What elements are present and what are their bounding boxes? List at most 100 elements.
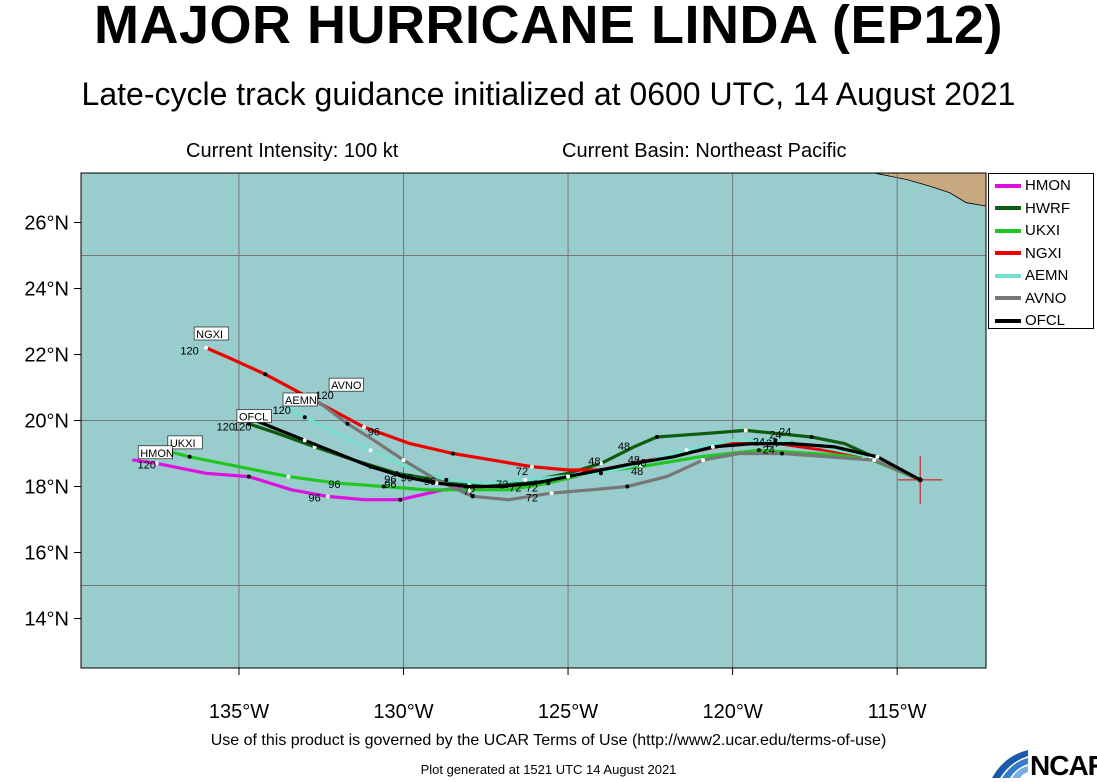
track-point bbox=[345, 421, 350, 426]
legend-label: HWRF bbox=[1025, 199, 1070, 217]
y-tick-label: 14°N bbox=[24, 609, 69, 631]
track-point bbox=[523, 477, 528, 482]
legend: HMON HWRF UKXI NGXI AEMN AVNO OFCL bbox=[988, 173, 1094, 329]
track-avno bbox=[303, 392, 922, 502]
legend-item-ukxi: UKXI bbox=[989, 220, 1093, 242]
forecast-hour-label: 72 bbox=[509, 482, 521, 494]
forecast-hour-label: 24 bbox=[769, 430, 781, 442]
track-point bbox=[779, 451, 784, 456]
legend-swatch bbox=[995, 318, 1021, 323]
forecast-hour-label: 120 bbox=[138, 459, 156, 471]
model-label-box bbox=[282, 392, 318, 407]
track-point bbox=[401, 458, 406, 463]
model-label-box bbox=[167, 435, 203, 450]
model-label: UKXI bbox=[170, 438, 196, 450]
forecast-hour-label: 48 bbox=[628, 454, 640, 466]
track-point bbox=[598, 471, 603, 476]
y-tick-label: 24°N bbox=[24, 279, 69, 301]
track-point bbox=[470, 494, 475, 499]
forecast-hour-label: 96 bbox=[368, 426, 380, 438]
track-point bbox=[467, 487, 472, 492]
track-point bbox=[302, 438, 307, 443]
forecast-hour-label: 72 bbox=[526, 482, 538, 494]
legend-swatch bbox=[995, 273, 1021, 278]
model-label-box bbox=[137, 445, 173, 460]
forecast-hour-label: 96 bbox=[401, 473, 413, 485]
ncar-logo-icon bbox=[992, 750, 1028, 778]
track-point bbox=[154, 461, 159, 466]
current-intensity: Current Intensity: 100 kt bbox=[186, 140, 399, 162]
model-label: AEMN bbox=[285, 395, 317, 407]
model-label-box bbox=[193, 326, 229, 341]
forecast-hour-label: 120 bbox=[315, 390, 333, 402]
legend-label: AEMN bbox=[1025, 267, 1069, 285]
track-point bbox=[263, 372, 268, 377]
forecast-hour-label: 96 bbox=[328, 479, 340, 491]
plot-generated: Plot generated at 1521 UTC 14 August 202… bbox=[420, 762, 677, 777]
legend-label: AVNO bbox=[1025, 289, 1067, 307]
x-tick-label: 130°W bbox=[373, 701, 433, 723]
track-point bbox=[529, 464, 534, 469]
forecast-hour-label: 48 bbox=[588, 456, 600, 468]
legend-item-hmon: HMON bbox=[989, 175, 1093, 197]
forecast-hour-label: 24 bbox=[753, 436, 765, 448]
track-point bbox=[187, 454, 192, 459]
forecast-hour-label: 48 bbox=[618, 441, 630, 453]
forecast-hour-label: 120 bbox=[180, 346, 198, 358]
forecast-hour-label: 96 bbox=[309, 492, 321, 504]
track-point bbox=[566, 474, 571, 479]
track-point bbox=[500, 484, 505, 489]
forecast-hour-label: 72 bbox=[516, 466, 528, 478]
forecast-hour-label: 96 bbox=[424, 476, 436, 488]
track-point bbox=[625, 484, 630, 489]
legend-swatch bbox=[995, 183, 1021, 188]
forecast-hour-label: 24 bbox=[763, 445, 775, 457]
forecast-hour-label: 48 bbox=[631, 466, 643, 478]
legend-swatch bbox=[995, 206, 1021, 211]
track-point bbox=[444, 477, 449, 482]
track-point bbox=[246, 474, 251, 479]
x-tick-label: 135°W bbox=[209, 701, 269, 723]
legend-swatch bbox=[995, 251, 1021, 256]
legend-label: HMON bbox=[1025, 177, 1071, 195]
track-point bbox=[654, 435, 659, 439]
track-point bbox=[362, 425, 367, 430]
legend-swatch bbox=[995, 296, 1021, 301]
current-position-dot bbox=[917, 477, 923, 483]
track-point bbox=[773, 438, 778, 443]
chart-title: MAJOR HURRICANE LINDA (EP12) bbox=[93, 0, 1004, 55]
forecast-hour-label: 72 bbox=[496, 479, 508, 491]
legend-item-hwrf: HWRF bbox=[989, 198, 1093, 220]
terms-of-use: Use of this product is governed by the U… bbox=[210, 732, 887, 749]
track-point bbox=[381, 484, 386, 489]
track-point bbox=[638, 464, 643, 469]
track-point bbox=[684, 448, 689, 453]
track-point bbox=[450, 451, 455, 456]
track-point bbox=[872, 458, 877, 463]
ncar-logo: NCAR bbox=[1030, 750, 1097, 781]
legend-label: NGXI bbox=[1025, 244, 1062, 262]
forecast-hour-label: 96 bbox=[384, 479, 396, 491]
model-label: HMON bbox=[140, 448, 174, 460]
track-point bbox=[710, 444, 715, 449]
model-label-box bbox=[328, 377, 364, 392]
model-label-box bbox=[236, 409, 272, 423]
track-point bbox=[875, 454, 880, 459]
x-tick-label: 125°W bbox=[538, 701, 598, 723]
track-point bbox=[204, 345, 209, 350]
track-point bbox=[700, 458, 705, 463]
track-point bbox=[368, 448, 373, 453]
track-point bbox=[598, 461, 603, 466]
legend-item-ofcl: OFCL bbox=[989, 310, 1093, 332]
model-label: AVNO bbox=[331, 380, 362, 392]
y-tick-label: 18°N bbox=[24, 477, 69, 499]
track-point bbox=[368, 464, 373, 469]
track-point bbox=[809, 435, 814, 439]
y-tick-label: 22°N bbox=[24, 345, 69, 367]
forecast-hour-label: 120 bbox=[273, 405, 291, 417]
x-tick-label: 115°W bbox=[868, 701, 927, 723]
legend-label: OFCL bbox=[1025, 312, 1066, 330]
forecast-hour-label: 120 bbox=[233, 421, 251, 433]
track-ofcl bbox=[253, 418, 922, 489]
